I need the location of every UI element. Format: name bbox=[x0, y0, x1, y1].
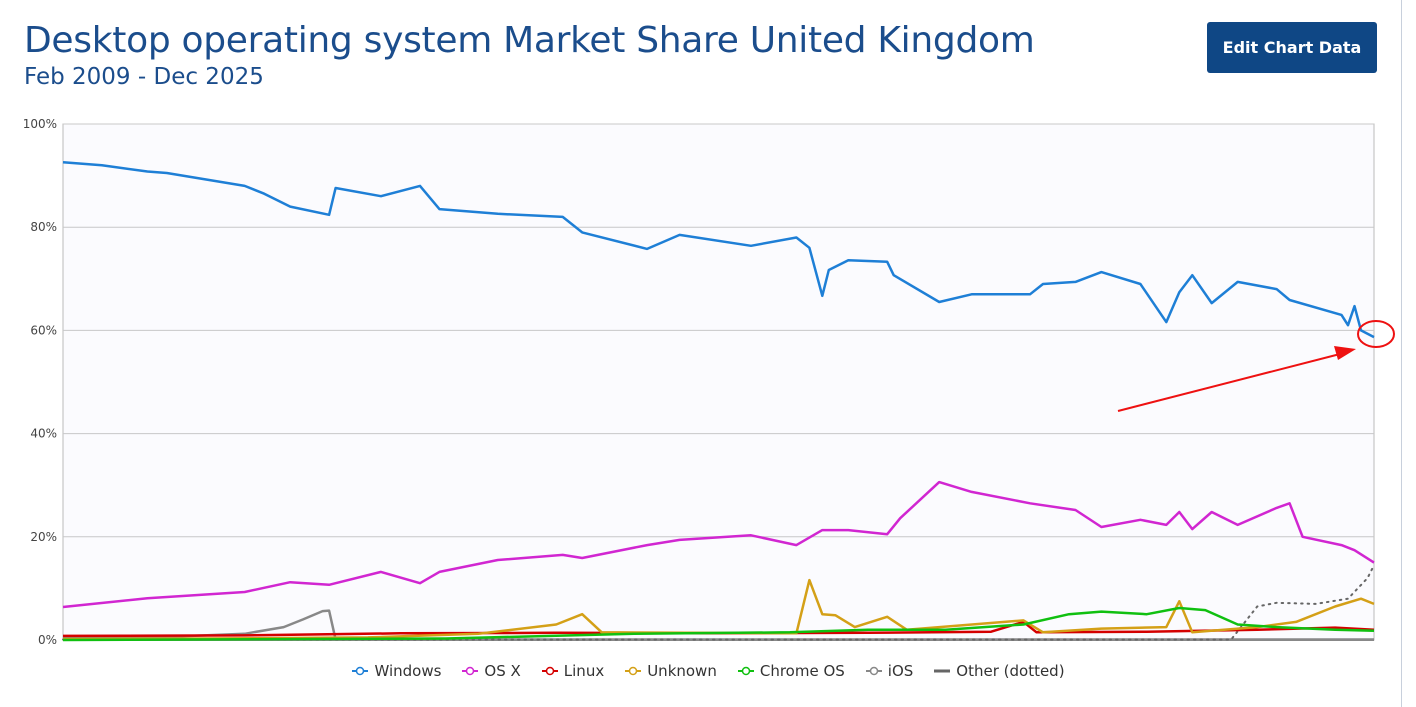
series-line-chrome-os[interactable] bbox=[62, 606, 1375, 642]
legend-label: Linux bbox=[563, 662, 605, 680]
legend-item[interactable]: OS X bbox=[461, 662, 521, 680]
legend-item[interactable]: Windows bbox=[351, 662, 441, 680]
series-line-linux[interactable] bbox=[62, 620, 1375, 638]
legend-item[interactable]: Chrome OS bbox=[737, 662, 845, 680]
legend-line-icon bbox=[934, 669, 951, 673]
page-divider bbox=[1401, 0, 1402, 707]
legend-marker-icon bbox=[737, 666, 754, 676]
legend-label: OS X bbox=[484, 662, 521, 680]
line-chart: statcounter 0%20%40%60%80%100% bbox=[23, 117, 1395, 647]
y-tick-label: 60% bbox=[30, 323, 57, 337]
highlight-circle bbox=[1357, 320, 1395, 348]
y-tick-label: 0% bbox=[38, 633, 57, 647]
legend-item[interactable]: Unknown bbox=[624, 662, 717, 680]
y-tick-label: 100% bbox=[23, 117, 57, 131]
series-line-unknown[interactable] bbox=[62, 578, 1375, 641]
red-arrow-annotation bbox=[1117, 320, 1395, 412]
plot-area bbox=[62, 123, 1375, 641]
legend-marker-icon bbox=[462, 666, 479, 676]
chart-legend: Windows OS X Linux Unknown Chrome OS iOS Other… bbox=[0, 662, 1416, 680]
y-tick-label: 80% bbox=[30, 220, 57, 234]
legend-marker-icon bbox=[541, 666, 558, 676]
legend-label: Chrome OS bbox=[759, 662, 845, 680]
date-range-subtitle: Feb 2009 - Dec 2025 bbox=[24, 64, 264, 90]
legend-marker-icon bbox=[625, 666, 642, 676]
legend-label: Other (dotted) bbox=[956, 662, 1065, 680]
y-tick-label: 20% bbox=[30, 530, 57, 544]
edit-chart-data-button[interactable]: Edit Chart Data bbox=[1207, 22, 1377, 73]
legend-label: Windows bbox=[374, 662, 442, 680]
legend-marker-icon bbox=[865, 666, 882, 676]
series-line-windows[interactable] bbox=[62, 160, 1375, 339]
legend-item[interactable]: Other (dotted) bbox=[933, 662, 1065, 680]
legend-item[interactable]: Linux bbox=[541, 662, 604, 680]
legend-label: iOS bbox=[887, 662, 914, 680]
series-line-other-dotted[interactable] bbox=[62, 564, 1375, 641]
legend-marker-icon bbox=[352, 666, 369, 676]
legend-label: Unknown bbox=[647, 662, 717, 680]
series-line-os-x[interactable] bbox=[62, 480, 1375, 609]
page-title: Desktop operating system Market Share Un… bbox=[24, 20, 1035, 61]
legend-item[interactable]: iOS bbox=[865, 662, 914, 680]
y-tick-label: 40% bbox=[30, 427, 57, 441]
